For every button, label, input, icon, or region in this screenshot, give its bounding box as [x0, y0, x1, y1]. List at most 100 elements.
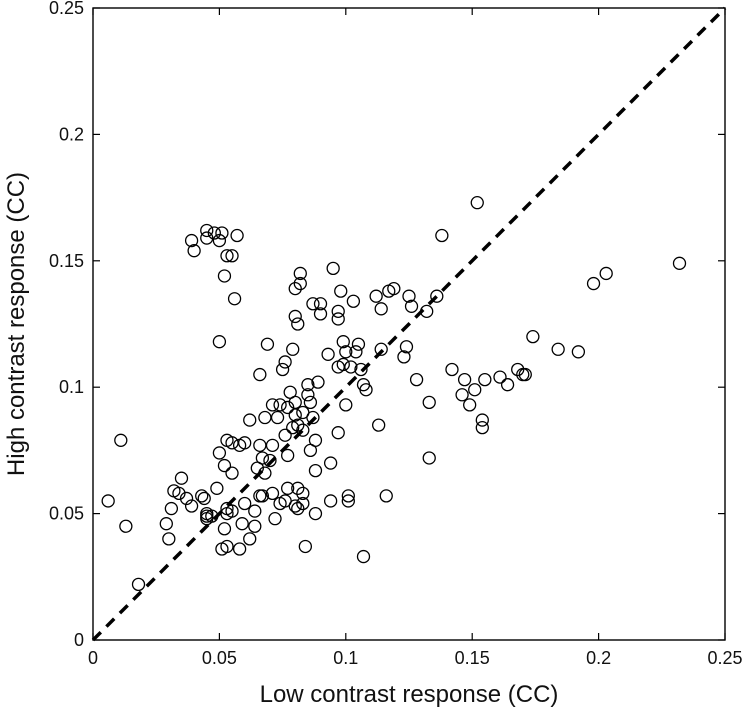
data-point — [225, 504, 239, 518]
data-point — [260, 337, 275, 351]
data-point — [270, 410, 285, 425]
x-tick-label: 0.25 — [707, 648, 742, 668]
data-point — [200, 231, 214, 245]
x-tick-label: 0.05 — [202, 648, 237, 668]
data-point — [225, 466, 239, 480]
data-point — [291, 317, 305, 331]
data-point — [301, 388, 315, 402]
data-point — [308, 463, 323, 478]
data-point — [179, 491, 194, 506]
data-point — [291, 418, 305, 432]
y-tick-label: 0 — [74, 630, 84, 650]
data-point — [215, 226, 229, 240]
data-point — [463, 398, 477, 412]
data-point — [420, 304, 434, 319]
data-point — [281, 448, 295, 463]
data-point — [212, 233, 227, 248]
data-point — [281, 400, 295, 415]
data-point — [323, 494, 338, 508]
data-point — [354, 362, 368, 377]
data-point — [200, 509, 214, 523]
data-point — [255, 489, 270, 503]
data-point — [159, 517, 173, 531]
data-point — [296, 423, 310, 437]
data-point — [207, 226, 221, 240]
y-tick-label: 0.1 — [59, 377, 84, 397]
data-point — [235, 517, 249, 531]
data-point — [217, 522, 232, 536]
data-point — [296, 496, 310, 511]
data-point — [435, 228, 449, 243]
data-point — [339, 345, 353, 359]
data-point — [164, 501, 179, 516]
data-point — [336, 335, 350, 349]
data-point — [313, 297, 328, 311]
data-point — [238, 436, 252, 450]
data-points — [101, 196, 687, 592]
y-axis-label: High contrast response (CC) — [3, 172, 30, 476]
data-point — [184, 499, 199, 513]
data-point — [298, 539, 313, 554]
axis-ticks: 00 0.05 0.05 0.1 0.1 0.15 0.15 0.2 0.2 0.25 0.25 — [49, 0, 743, 668]
data-point — [197, 491, 211, 506]
data-point — [291, 501, 305, 516]
data-point — [273, 398, 287, 412]
data-point — [526, 329, 540, 344]
data-point — [253, 367, 267, 382]
data-point — [321, 347, 335, 361]
x-tick-label: 0.15 — [455, 648, 490, 668]
x-tick-label: 0.2 — [586, 648, 611, 668]
data-point — [331, 426, 345, 440]
y-tick-label: 0.25 — [49, 0, 84, 18]
data-point — [326, 261, 340, 276]
data-point — [374, 342, 388, 356]
data-point — [331, 312, 345, 326]
data-point — [399, 340, 414, 354]
data-point — [225, 249, 239, 263]
data-point — [265, 398, 280, 412]
data-point — [291, 481, 305, 495]
data-point — [402, 289, 416, 303]
data-point — [278, 428, 292, 442]
data-point — [220, 249, 234, 263]
data-point — [374, 302, 388, 316]
data-point — [308, 506, 323, 521]
data-point — [308, 433, 323, 447]
data-point — [220, 539, 234, 554]
data-point — [275, 362, 290, 377]
data-point — [293, 266, 307, 281]
data-point — [288, 499, 302, 513]
data-point — [238, 496, 252, 511]
data-point — [217, 458, 232, 473]
data-point — [475, 420, 489, 435]
data-point — [457, 372, 472, 387]
data-point — [323, 456, 338, 470]
data-point — [422, 451, 436, 465]
data-point — [349, 345, 363, 359]
data-point — [212, 335, 227, 349]
data-point — [258, 466, 272, 480]
data-point — [230, 228, 244, 243]
data-point — [599, 266, 613, 281]
data-point — [397, 350, 411, 364]
data-point — [672, 256, 687, 270]
data-point — [200, 223, 214, 238]
data-point — [341, 489, 355, 503]
data-point — [172, 486, 186, 501]
data-point — [430, 289, 444, 303]
data-point — [281, 481, 295, 495]
x-tick-label: 0 — [88, 648, 98, 668]
data-point — [243, 532, 257, 546]
data-point — [404, 299, 419, 313]
x-axis-label: Low contrast response (CC) — [260, 681, 559, 708]
data-point — [379, 489, 393, 503]
data-point — [293, 276, 307, 291]
data-point — [511, 362, 525, 377]
data-point — [306, 297, 320, 311]
identity-reference-line — [91, 6, 727, 642]
data-point — [409, 372, 424, 387]
data-point — [288, 281, 302, 296]
x-tick-label: 0.1 — [333, 648, 358, 668]
data-point — [468, 383, 482, 397]
